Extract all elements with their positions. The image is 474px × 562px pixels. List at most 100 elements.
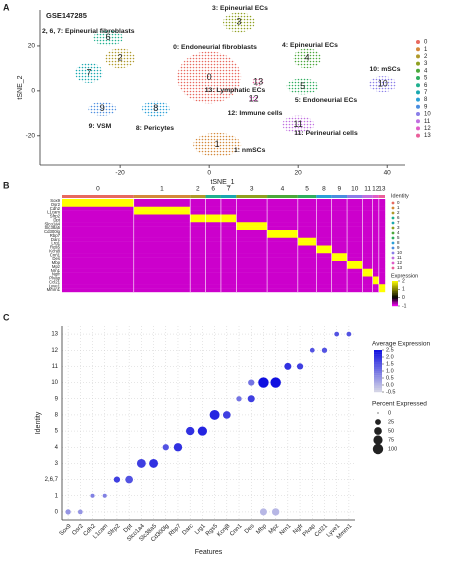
column-label: 4 bbox=[281, 186, 285, 193]
column-label: 5 bbox=[305, 186, 309, 193]
heat-cell bbox=[267, 230, 299, 235]
colorbar-label: 1 bbox=[402, 287, 405, 293]
legend-label: 8 bbox=[424, 97, 428, 103]
legend-swatch bbox=[416, 104, 420, 109]
row-label: Kcnj8 bbox=[49, 248, 60, 253]
heat-cell bbox=[267, 257, 299, 262]
colorbar-segment bbox=[392, 287, 398, 289]
row-label: Lyve1 bbox=[49, 283, 61, 288]
heat-cell bbox=[133, 210, 191, 215]
heat-cell bbox=[267, 253, 299, 258]
heat-cell bbox=[220, 272, 237, 277]
heat-cell bbox=[372, 202, 380, 207]
heat-cell bbox=[190, 253, 206, 258]
heat-cell bbox=[133, 253, 191, 258]
heat-cell bbox=[133, 261, 191, 266]
heat-cell bbox=[236, 257, 268, 262]
heat-cell bbox=[133, 268, 191, 273]
colorbar-label: 0.0 bbox=[386, 382, 394, 388]
heat-cell bbox=[205, 253, 222, 258]
row-label: Des bbox=[52, 256, 60, 261]
legend-label: 6 bbox=[424, 83, 428, 89]
heat-cell bbox=[316, 237, 332, 242]
colorbar-title: Expression bbox=[391, 273, 418, 279]
heat-cell bbox=[267, 218, 299, 223]
heat-cell bbox=[347, 245, 363, 250]
cluster-bar bbox=[297, 195, 317, 198]
row-label: Slco1a4 bbox=[44, 221, 60, 226]
heat-cell bbox=[362, 245, 373, 250]
heat-cell bbox=[297, 237, 317, 242]
heat-cell bbox=[236, 218, 268, 223]
heat-cell bbox=[133, 233, 191, 238]
heat-cell bbox=[62, 253, 134, 258]
heat-cell bbox=[133, 222, 191, 227]
heat-cell bbox=[62, 245, 134, 250]
row-label: L1cam bbox=[47, 210, 60, 215]
heat-cell bbox=[220, 206, 237, 211]
colorbar-segment bbox=[374, 360, 382, 363]
heat-cell bbox=[372, 210, 380, 215]
column-label: 3 bbox=[250, 186, 254, 193]
x-axis-title: tSNE_1 bbox=[210, 179, 234, 186]
y-tick-label: 13 bbox=[51, 332, 58, 338]
heat-cell bbox=[316, 210, 332, 215]
heat-cell bbox=[378, 237, 386, 242]
heat-cell bbox=[62, 230, 134, 235]
y-tick-label: 11 bbox=[52, 364, 59, 370]
heat-cell bbox=[205, 199, 222, 204]
heat-cell bbox=[362, 206, 373, 211]
heat-cell bbox=[220, 202, 237, 207]
dot bbox=[321, 347, 328, 353]
heat-cell bbox=[267, 237, 299, 242]
colorbar-segment bbox=[392, 289, 398, 292]
legend-swatch bbox=[391, 246, 395, 250]
heat-cell bbox=[205, 284, 222, 289]
legend-swatch bbox=[416, 90, 420, 95]
heat-cell bbox=[378, 202, 386, 207]
heat-cell bbox=[362, 199, 373, 204]
column-label: 8 bbox=[322, 186, 326, 193]
colorbar-segment bbox=[392, 282, 398, 284]
heat-cell bbox=[378, 222, 386, 227]
legend-title: Percent Expressed bbox=[372, 401, 427, 408]
heat-cell bbox=[372, 268, 380, 273]
heat-cell bbox=[372, 237, 380, 242]
panel-letter: C bbox=[3, 312, 10, 322]
heat-cell bbox=[190, 199, 206, 204]
heat-cell bbox=[267, 206, 299, 211]
y-tick-label: 20 bbox=[28, 43, 36, 50]
heat-cell bbox=[190, 280, 206, 285]
column-label: 9 bbox=[338, 186, 342, 193]
dot bbox=[247, 395, 255, 403]
heat-cell bbox=[205, 276, 222, 281]
heat-cell bbox=[62, 206, 134, 211]
heat-cell bbox=[378, 288, 386, 293]
heat-cell bbox=[190, 222, 206, 227]
heat-cell bbox=[372, 249, 380, 254]
heat-cell bbox=[372, 253, 380, 258]
legend-swatch bbox=[416, 61, 420, 66]
heat-cell bbox=[190, 226, 206, 231]
size-legend-label: 0 bbox=[388, 410, 391, 416]
x-tick-label: Cnn1 bbox=[229, 523, 244, 538]
legend-label: 7 bbox=[397, 220, 400, 225]
heat-cell bbox=[372, 272, 380, 277]
colorbar-segment bbox=[374, 352, 382, 355]
cluster bbox=[286, 78, 319, 95]
legend-swatch bbox=[391, 236, 395, 240]
heat-cell bbox=[316, 222, 332, 227]
heat-cell bbox=[347, 206, 363, 211]
heat-cell bbox=[267, 272, 299, 277]
dot bbox=[222, 411, 231, 419]
heat-cell bbox=[331, 226, 348, 231]
heat-cell bbox=[190, 233, 206, 238]
heat-cell bbox=[62, 288, 134, 293]
heat-cell bbox=[331, 272, 348, 277]
legend-swatch bbox=[416, 40, 420, 44]
size-legend-dot bbox=[372, 443, 384, 455]
legend-label: 0 bbox=[397, 200, 400, 205]
heat-cell bbox=[331, 214, 348, 219]
colorbar-segment bbox=[392, 292, 398, 294]
